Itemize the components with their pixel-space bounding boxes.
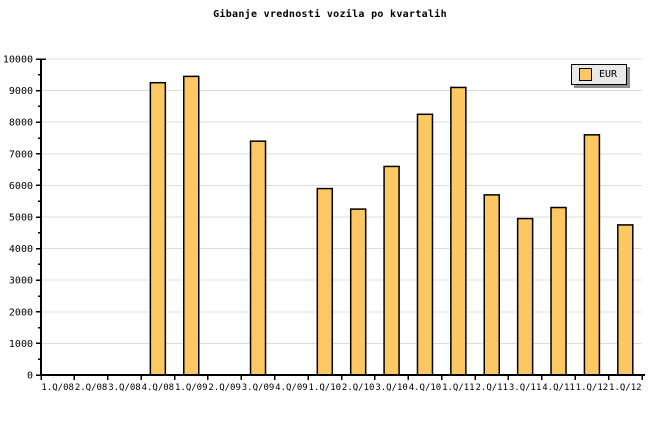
y-tick-label-6000: 6000 bbox=[9, 181, 33, 192]
x-tick-label-16: 1.Q/12 bbox=[576, 383, 609, 393]
y-tick-label-2000: 2000 bbox=[9, 307, 33, 318]
bar-17-1.Q/12 bbox=[617, 224, 634, 376]
x-tick-label-15: 4.Q/11 bbox=[542, 383, 575, 393]
bar-13-2.Q/11 bbox=[483, 194, 500, 376]
x-tick-label-4: 1.Q/09 bbox=[175, 383, 208, 393]
x-tick-label-7: 4.Q/09 bbox=[275, 383, 308, 393]
x-tick-label-14: 3.Q/11 bbox=[509, 383, 542, 393]
x-tick-label-0: 1.Q/08 bbox=[41, 383, 74, 393]
y-tick-label-4000: 4000 bbox=[9, 244, 33, 255]
y-tick-label-8000: 8000 bbox=[9, 118, 33, 129]
x-tick-label-1: 2.Q/08 bbox=[75, 383, 108, 393]
bar-14-3.Q/11 bbox=[516, 217, 534, 376]
bar-4-1.Q/09 bbox=[183, 75, 200, 376]
y-tick-label-1000: 1000 bbox=[9, 339, 33, 350]
x-tick-label-2: 3.Q/08 bbox=[108, 383, 141, 393]
x-tick-label-6: 3.Q/09 bbox=[242, 383, 275, 393]
bar-6-3.Q/09 bbox=[249, 140, 267, 376]
x-tick-label-12: 1.Q/11 bbox=[442, 383, 475, 393]
y-tick-label-9000: 9000 bbox=[9, 86, 33, 97]
bar-8-1.Q/10 bbox=[316, 187, 334, 376]
bar-3-4.Q/08 bbox=[149, 81, 167, 376]
y-tick-label-7000: 7000 bbox=[9, 149, 33, 160]
legend-label: EUR bbox=[599, 68, 618, 80]
y-tick-label-10000: 10000 bbox=[3, 55, 33, 66]
bar-12-1.Q/11 bbox=[450, 86, 467, 376]
bar-15-4.Q/11 bbox=[550, 206, 567, 376]
bar-16-1.Q/12 bbox=[583, 134, 601, 376]
legend-swatch-eur-icon bbox=[579, 68, 592, 81]
y-tick-label-5000: 5000 bbox=[9, 213, 33, 224]
legend-box: EUR bbox=[571, 64, 627, 85]
x-tick-label-8: 1.Q/10 bbox=[309, 383, 342, 393]
y-tick-label-3000: 3000 bbox=[9, 276, 33, 287]
x-tick-label-10: 3.Q/10 bbox=[375, 383, 408, 393]
chart-title: Gibanje vrednosti vozila po kvartalih bbox=[213, 9, 447, 20]
x-tick-label-13: 2.Q/11 bbox=[475, 383, 508, 393]
y-tick-label-0: 0 bbox=[27, 371, 33, 382]
bar-11-4.Q/10 bbox=[416, 113, 434, 376]
x-tick-label-9: 2.Q/10 bbox=[342, 383, 375, 393]
bar-10-3.Q/10 bbox=[383, 165, 400, 376]
bar-9-2.Q/10 bbox=[349, 208, 367, 376]
x-tick-label-11: 4.Q/10 bbox=[409, 383, 442, 393]
x-tick-label-3: 4.Q/08 bbox=[142, 383, 175, 393]
x-tick-label-5: 2.Q/09 bbox=[208, 383, 241, 393]
x-tick-label-17: 1.Q/12 bbox=[609, 383, 642, 393]
